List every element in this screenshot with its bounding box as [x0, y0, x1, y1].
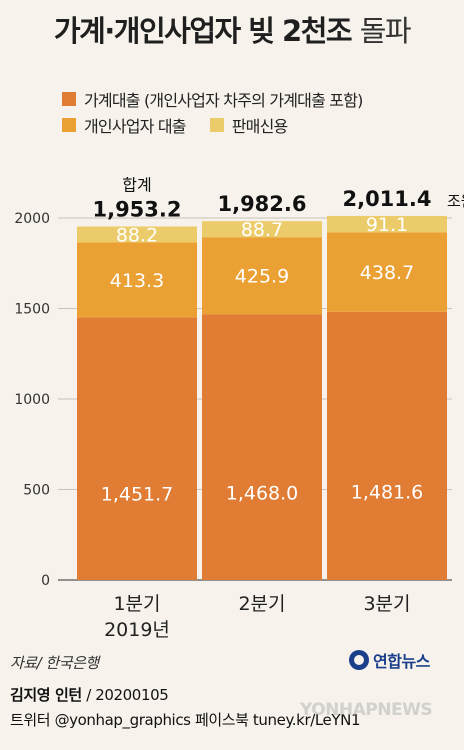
data-label: 1,468.0 — [226, 482, 299, 504]
x-tick-label: 3분기 — [363, 593, 410, 615]
total-label: 1,982.6 — [217, 192, 306, 216]
y-tick-label: 1500 — [14, 302, 50, 318]
legend-label-household: 가계대출 (개인사업자 차주의 가계대출 포함) — [84, 91, 363, 110]
footer: 김지영 인턴 / 20200105 트위터 @yonhap_graphics 페… — [10, 684, 361, 734]
legend-item-credit: 판매신용 — [209, 113, 288, 137]
title-sub: 돌파 — [359, 14, 412, 48]
data-label: 88.2 — [116, 224, 158, 246]
watermark: YONHAPNEWS — [300, 700, 433, 720]
total-label: 2,011.4 — [342, 187, 431, 211]
x-tick-label: 1분기 — [113, 593, 160, 615]
legend-label-business: 개인사업자 대출 — [84, 117, 187, 136]
bar-segment — [202, 314, 322, 580]
y-tick-label: 2000 — [14, 211, 50, 227]
data-label: 1,481.6 — [351, 482, 424, 504]
bar-segment — [202, 221, 322, 238]
bar-segment — [327, 311, 447, 580]
bar-segment — [202, 237, 322, 315]
data-label: 413.3 — [110, 270, 164, 292]
stacked-bar-chart: 0 500 1000 1500 2000 1,451.7 413.3 88.2 1,953.2 합… — [14, 175, 464, 640]
data-label: 1,451.7 — [101, 483, 174, 505]
yonhap-logo-icon — [349, 650, 369, 670]
publish-date: / 20200105 — [86, 686, 169, 704]
bar-segment — [327, 215, 447, 233]
legend-item-business: 개인사업자 대출 — [62, 113, 187, 137]
unit-label: 조원 — [447, 192, 464, 210]
page-title: 가계·개인사업자 빚 2천조 돌파 — [0, 8, 464, 50]
author-name: 김지영 인턴 — [10, 686, 82, 704]
legend-swatch-credit — [209, 118, 224, 132]
data-label: 438.7 — [360, 262, 414, 284]
bar-segment — [327, 232, 447, 312]
social-links: 트위터 @yonhap_graphics 페이스북 tuney.kr/LeYN1 — [10, 711, 361, 729]
data-label: 88.7 — [241, 219, 283, 241]
data-label: 91.1 — [366, 214, 408, 236]
total-label: 1,953.2 — [92, 197, 181, 221]
bar-segment — [77, 226, 197, 243]
y-tick-label: 500 — [23, 483, 50, 499]
yonhap-logo: 연합뉴스 — [349, 648, 430, 672]
x-tick-sublabel: 2019년 — [104, 619, 170, 640]
x-tick-label: 2분기 — [238, 593, 285, 615]
legend-swatch-household — [62, 92, 76, 106]
y-tick-label: 0 — [41, 573, 50, 589]
bar-segment — [77, 242, 197, 318]
total-caption: 합계 — [122, 175, 151, 194]
legend-item-household: 가계대출 (개인사업자 차주의 가계대출 포함) — [62, 86, 363, 112]
title-main: 가계·개인사업자 빚 2천조 — [53, 14, 353, 48]
legend-swatch-business — [62, 118, 76, 132]
yonhap-logo-text: 연합뉴스 — [373, 652, 430, 671]
legend: 가계대출 (개인사업자 차주의 가계대출 포함) 개인사업자 대출 판매신용 — [62, 86, 363, 138]
source-note: 자료/ 한국은행 — [10, 654, 99, 672]
legend-label-credit: 판매신용 — [231, 117, 288, 136]
bar-segment — [77, 317, 197, 580]
data-label: 425.9 — [235, 266, 289, 288]
y-tick-label: 1000 — [14, 392, 50, 408]
